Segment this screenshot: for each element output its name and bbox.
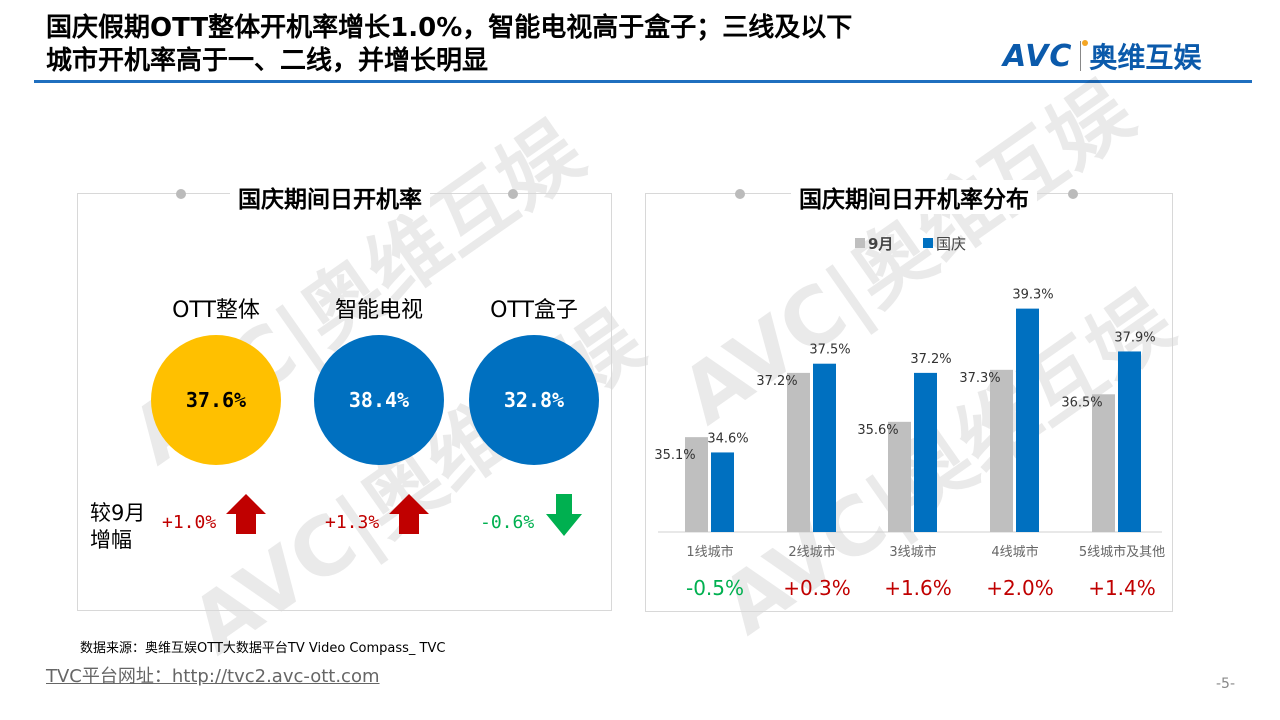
- metric-value: 37.6%: [185, 388, 247, 412]
- change-label: +1.4%: [1088, 576, 1156, 600]
- legend-label: 国庆: [936, 235, 966, 253]
- data-label: 37.5%: [809, 343, 850, 358]
- change-value: -0.6%: [480, 512, 535, 533]
- avc-logo: AVC 奥维互娱: [1003, 38, 1202, 75]
- decor-dot: [735, 189, 745, 199]
- category-label: 2线城市: [788, 544, 835, 560]
- decor-dot: [508, 189, 518, 199]
- bar-national-day: [1016, 308, 1039, 532]
- bar-national-day: [1118, 351, 1141, 532]
- metric-value: 38.4%: [348, 388, 410, 412]
- data-source: 数据来源：奥维互娱OTT大数据平台TV Video Compass_ TVC: [80, 641, 446, 656]
- legend-swatch: [923, 238, 933, 248]
- metric-circle: 37.6%: [151, 335, 281, 465]
- decor-dot: [176, 189, 186, 199]
- platform-url-link[interactable]: TVC平台网址：http://tvc2.avc-ott.com: [46, 666, 380, 687]
- change-label: +1.6%: [884, 576, 952, 600]
- data-label: 37.3%: [959, 371, 1000, 386]
- data-label: 37.9%: [1114, 330, 1155, 345]
- decor-dot: [1068, 189, 1078, 199]
- metric-label: 智能电视: [334, 298, 423, 323]
- metric-value: 32.8%: [503, 388, 565, 412]
- page-title: 国庆假期OTT整体开机率增长1.0%，智能电视高于盒子；三线及以下 城市开机率高于…: [46, 13, 853, 76]
- bar-national-day: [711, 452, 734, 532]
- category-label: 1线城市: [686, 544, 733, 560]
- change-label: +2.0%: [986, 576, 1054, 600]
- bar-sep: [787, 372, 810, 532]
- change-label: +0.3%: [783, 576, 851, 600]
- change-value: +1.3%: [325, 512, 380, 533]
- data-label: 39.3%: [1012, 288, 1053, 303]
- bar-sep: [1092, 394, 1115, 532]
- data-label: 36.5%: [1061, 395, 1102, 410]
- page-number: -5-: [1216, 676, 1236, 692]
- category-label: 4线城市: [991, 544, 1038, 560]
- bar-national-day: [914, 372, 937, 532]
- data-label: 34.6%: [707, 431, 748, 446]
- metric-circle: 32.8%: [469, 335, 599, 465]
- data-label: 35.1%: [654, 448, 695, 463]
- change-label: 较9月 增幅: [90, 501, 146, 552]
- arrow-down-icon: [546, 494, 582, 536]
- bar-sep: [685, 437, 708, 532]
- change-label: -0.5%: [686, 576, 744, 600]
- legend-label: 9月: [868, 235, 893, 253]
- legend-swatch: [855, 238, 865, 248]
- chart-title: 国庆期间日开机率分布: [791, 180, 1037, 214]
- bar-sep: [888, 421, 911, 532]
- data-label: 37.2%: [910, 352, 951, 367]
- bar-sep: [990, 369, 1013, 532]
- header-divider: [34, 80, 1252, 83]
- data-label: 35.6%: [857, 423, 898, 438]
- metric-label: OTT整体: [172, 298, 260, 323]
- arrow-up-icon: [226, 494, 266, 534]
- data-label: 37.2%: [756, 374, 797, 389]
- metric-label: OTT盒子: [490, 298, 578, 323]
- bar-national-day: [813, 363, 836, 532]
- change-value: +1.0%: [162, 512, 217, 533]
- arrow-up-icon: [389, 494, 429, 534]
- metric-circle: 38.4%: [314, 335, 444, 465]
- left-panel-title: 国庆期间日开机率: [230, 180, 430, 214]
- category-label: 5线城市及其他: [1079, 544, 1165, 560]
- category-label: 3线城市: [889, 544, 936, 560]
